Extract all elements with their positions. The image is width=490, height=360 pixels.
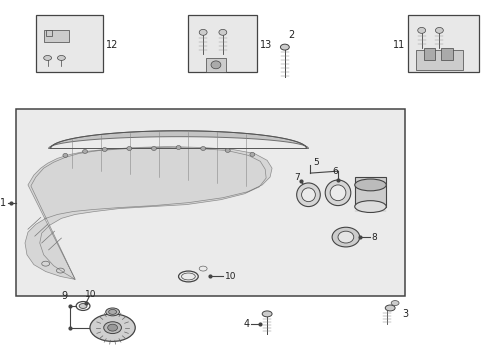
Text: 10: 10 <box>225 272 236 281</box>
Ellipse shape <box>199 30 207 35</box>
Ellipse shape <box>355 179 386 191</box>
Ellipse shape <box>106 308 120 316</box>
Text: 1: 1 <box>0 198 6 208</box>
Ellipse shape <box>79 303 87 309</box>
Ellipse shape <box>418 27 426 33</box>
Text: 8: 8 <box>371 233 377 242</box>
Text: 7: 7 <box>294 172 300 181</box>
Ellipse shape <box>63 153 68 157</box>
Bar <box>424 48 436 60</box>
Ellipse shape <box>332 227 360 247</box>
Ellipse shape <box>301 188 316 202</box>
Text: 6: 6 <box>332 167 338 176</box>
Ellipse shape <box>219 30 227 35</box>
Ellipse shape <box>280 44 289 50</box>
Ellipse shape <box>225 149 230 152</box>
Text: 10: 10 <box>85 290 97 299</box>
Ellipse shape <box>102 148 107 152</box>
Ellipse shape <box>151 147 156 150</box>
Bar <box>441 48 453 60</box>
Ellipse shape <box>109 310 117 314</box>
Bar <box>206 58 226 72</box>
Bar <box>355 177 386 207</box>
Bar <box>408 15 479 72</box>
Ellipse shape <box>391 301 399 306</box>
Ellipse shape <box>211 61 221 69</box>
Ellipse shape <box>330 185 346 201</box>
Bar <box>46 30 51 36</box>
Polygon shape <box>49 131 309 149</box>
Bar <box>416 50 463 70</box>
Ellipse shape <box>201 147 206 150</box>
Ellipse shape <box>127 147 132 150</box>
Text: 11: 11 <box>392 40 405 50</box>
Ellipse shape <box>108 324 118 331</box>
Ellipse shape <box>325 180 351 206</box>
Ellipse shape <box>57 55 65 60</box>
Ellipse shape <box>338 231 354 243</box>
Text: 12: 12 <box>106 40 118 50</box>
Ellipse shape <box>104 322 122 334</box>
Ellipse shape <box>262 311 272 317</box>
Ellipse shape <box>83 149 88 153</box>
Bar <box>36 15 103 72</box>
Ellipse shape <box>385 305 395 311</box>
Text: 3: 3 <box>402 309 408 319</box>
Text: 13: 13 <box>260 40 272 50</box>
Ellipse shape <box>176 145 181 149</box>
Text: 9: 9 <box>61 291 67 301</box>
Text: 5: 5 <box>314 158 319 167</box>
Ellipse shape <box>436 27 443 33</box>
Ellipse shape <box>44 55 51 60</box>
Ellipse shape <box>355 201 386 212</box>
Bar <box>16 109 405 296</box>
Polygon shape <box>25 147 272 279</box>
Bar <box>188 15 257 72</box>
Ellipse shape <box>250 152 255 156</box>
Ellipse shape <box>90 314 135 341</box>
Text: 4: 4 <box>244 319 249 329</box>
Ellipse shape <box>296 183 320 207</box>
Text: 2: 2 <box>288 30 294 40</box>
Bar <box>44 30 69 42</box>
